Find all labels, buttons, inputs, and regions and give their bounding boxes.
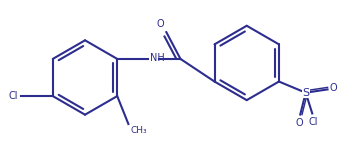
Text: CH₃: CH₃	[130, 126, 147, 135]
Text: O: O	[295, 118, 303, 128]
Text: O: O	[330, 83, 337, 93]
Text: Cl: Cl	[9, 91, 18, 101]
Text: S: S	[302, 88, 309, 98]
Text: Cl: Cl	[308, 117, 318, 127]
Text: O: O	[156, 19, 164, 29]
Text: NH: NH	[150, 53, 165, 63]
